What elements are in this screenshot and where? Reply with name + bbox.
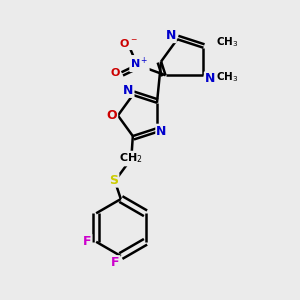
Text: F: F (111, 256, 120, 269)
Text: N$^+$: N$^+$ (130, 56, 149, 71)
Text: CH$_3$: CH$_3$ (216, 35, 239, 49)
Text: N: N (205, 72, 215, 86)
Text: N: N (156, 125, 167, 138)
Text: O: O (110, 68, 120, 79)
Text: F: F (83, 235, 92, 248)
Text: CH$_3$: CH$_3$ (216, 70, 239, 84)
Text: N: N (166, 29, 176, 42)
Text: O: O (106, 109, 117, 122)
Text: CH$_2$: CH$_2$ (119, 152, 143, 165)
Text: O$^-$: O$^-$ (119, 37, 137, 49)
Text: S: S (110, 174, 118, 187)
Text: N: N (123, 84, 134, 97)
